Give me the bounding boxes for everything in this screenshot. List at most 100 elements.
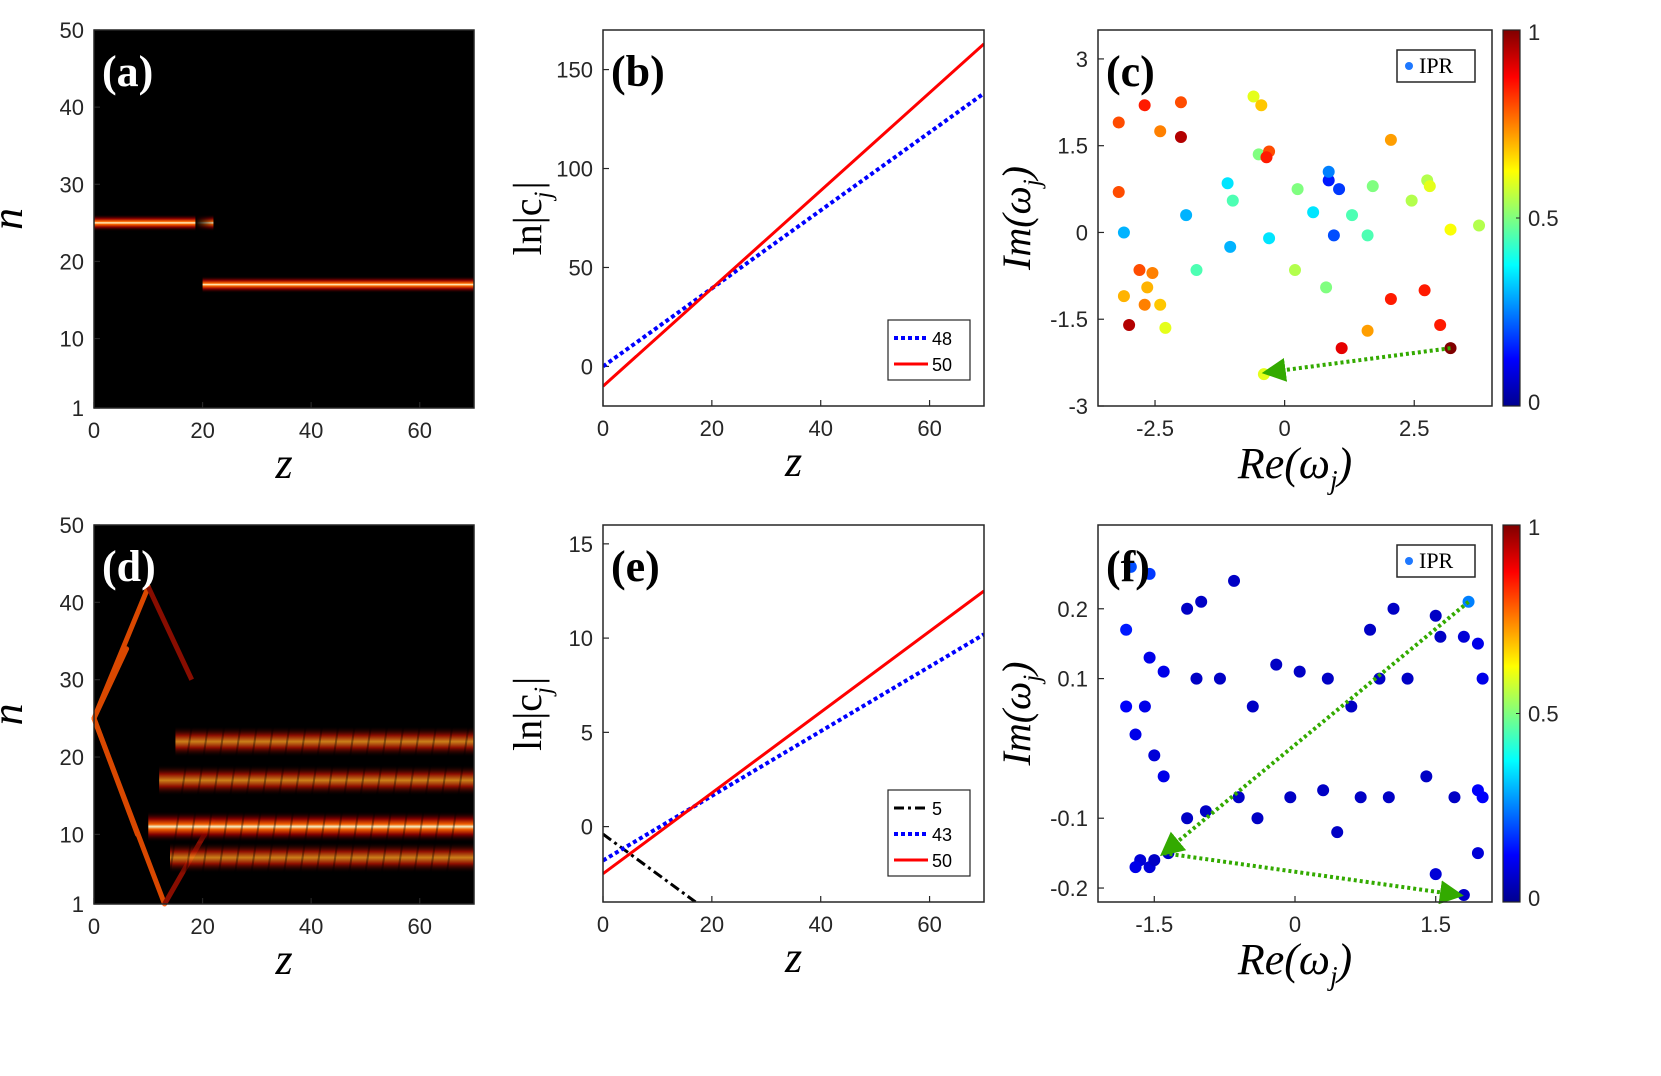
x-tick-label: 20 — [190, 418, 214, 443]
scatter-point — [1181, 602, 1194, 615]
x-tick-label: 1.5 — [1420, 912, 1451, 937]
scatter-point — [1322, 165, 1335, 178]
y-tick-label: 1.5 — [1057, 134, 1088, 159]
pattern-stripe — [234, 725, 258, 874]
scatter-point — [1112, 116, 1125, 129]
axes-frame — [93, 524, 475, 905]
transition-arrow — [1261, 346, 1451, 382]
scatter-point — [1138, 298, 1151, 311]
panel-label: (b) — [611, 47, 665, 96]
scatter-point — [1117, 290, 1130, 303]
legend: IPR — [1396, 544, 1476, 578]
scatter-point — [1159, 321, 1172, 334]
scatter-point — [1143, 651, 1156, 664]
scatter-point — [1213, 672, 1226, 685]
axes-frame — [93, 29, 475, 409]
y-tick-label: 1 — [72, 396, 84, 421]
scatter-point — [1476, 672, 1489, 685]
x-tick-label: 60 — [407, 914, 431, 939]
scatter-point — [1429, 868, 1442, 881]
y-tick-label: 10 — [60, 327, 84, 352]
scatter-point — [1346, 209, 1359, 222]
axes-frame — [602, 524, 985, 903]
y-tick-label: 1 — [72, 892, 84, 917]
pattern-stripe — [185, 725, 209, 874]
scatter-point — [1317, 784, 1330, 797]
scatter-point — [1129, 728, 1142, 741]
scatter-point — [1138, 700, 1151, 713]
scatter-point — [1434, 319, 1447, 332]
y-tick-label: 0 — [1076, 220, 1088, 245]
scatter-point — [1146, 266, 1159, 279]
pattern-stripe — [266, 725, 291, 874]
scatter-point — [1423, 180, 1436, 193]
x-tick-label: 0 — [88, 418, 100, 443]
scatter-point — [1195, 595, 1208, 608]
y-axis-label: ln|cj| — [505, 676, 557, 751]
legend-entry: 43 — [932, 825, 952, 845]
y-tick-label: 15 — [569, 532, 593, 557]
legend: 5 43 50 — [887, 789, 971, 877]
scatter-points — [1120, 560, 1489, 902]
scatter-point — [1401, 672, 1414, 685]
y-tick-label: 100 — [556, 157, 593, 182]
panel-e: 0 20 40 60 0 5 10 15 (e) z ln|cj| 5 43 50 — [505, 524, 985, 982]
x-tick-label: 0 — [1289, 912, 1301, 937]
scatter-point — [1226, 194, 1239, 207]
legend-marker — [1405, 62, 1413, 70]
scatter-point — [1382, 791, 1395, 804]
series-line-48 — [603, 91, 984, 369]
y-tick-label: -3 — [1068, 394, 1088, 419]
legend-box — [887, 319, 971, 381]
legend-entry: 50 — [932, 851, 952, 871]
scatter-point — [1327, 229, 1340, 242]
y-tick-label: 50 — [569, 255, 593, 280]
scatter-point — [1384, 133, 1397, 146]
y-tick-label: -0.1 — [1050, 806, 1088, 831]
pattern-stripe — [397, 725, 421, 874]
panel-label: (e) — [611, 542, 660, 591]
y-tick-label: 0.2 — [1057, 597, 1088, 622]
y-axis-label: Im(ωj) — [994, 166, 1046, 271]
panel-d: 0 20 40 60 1 10 20 30 40 50 (d) z n — [0, 513, 475, 984]
scatter-point — [1476, 791, 1489, 804]
colorbar: 00.51 — [1502, 515, 1559, 911]
x-tick-label: -1.5 — [1135, 912, 1173, 937]
scatter-point — [1143, 567, 1156, 580]
pattern-stripe — [348, 725, 372, 874]
heatmap-band — [170, 842, 474, 874]
scatter-point — [1174, 131, 1187, 144]
scatter-point — [1260, 151, 1273, 164]
heatmap-band — [202, 276, 475, 294]
y-tick-label: 10 — [60, 822, 84, 847]
scatter-point — [1405, 194, 1418, 207]
axes-frame — [602, 29, 985, 407]
scatter-point — [1263, 232, 1276, 245]
cone-ray — [146, 585, 194, 681]
cone-ray — [91, 646, 130, 721]
colorbar-tick-label: 0 — [1528, 886, 1540, 911]
y-tick-label: 5 — [581, 720, 593, 745]
x-axis-label: z — [274, 935, 292, 984]
x-tick-label: 40 — [299, 418, 323, 443]
scatter-point — [1291, 183, 1304, 196]
scatter-point — [1420, 770, 1433, 783]
scatter-point — [1221, 177, 1234, 190]
scatter-point — [1133, 264, 1146, 277]
pattern-stripe — [380, 725, 405, 874]
legend: IPR — [1396, 49, 1476, 83]
colorbar: 00.51 — [1502, 20, 1559, 415]
scatter-point — [1180, 209, 1193, 222]
scatter-point — [1307, 206, 1320, 219]
y-tick-label: -0.2 — [1050, 876, 1088, 901]
scatter-point — [1471, 637, 1484, 650]
x-axis-label: z — [274, 439, 292, 488]
x-tick-label: 40 — [808, 912, 832, 937]
pattern-stripe — [445, 725, 470, 874]
x-axis-label: Re(ωj) — [1237, 935, 1352, 991]
scatter-point — [1190, 264, 1203, 277]
heatmap-band — [159, 764, 474, 796]
pattern-stripe — [201, 725, 226, 874]
scatter-point — [1418, 284, 1431, 297]
